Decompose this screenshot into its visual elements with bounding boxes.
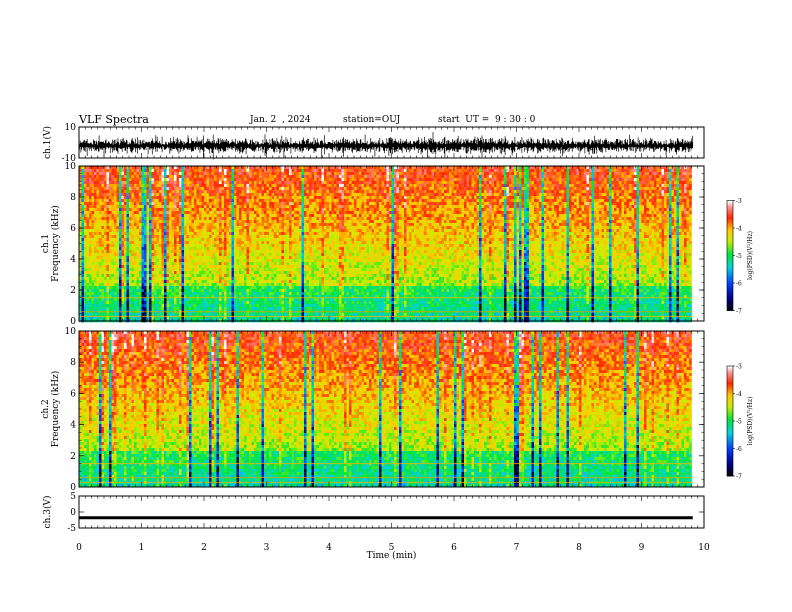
ch1-spectrogram-ylabel: ch.1: [41, 234, 51, 253]
ch2-spectrogram-ytick-label: 4: [70, 421, 76, 431]
time-xlabel: Time (min): [367, 550, 417, 561]
ch1-waveform-ytick-label: -10: [62, 154, 77, 164]
time-xtick-label: 2: [201, 543, 207, 553]
ch1-spectrogram-nodata: [692, 166, 704, 321]
ch1-colorbar: [727, 200, 733, 311]
time-xtick-label: 9: [639, 543, 645, 553]
ch2-spectrogram-ytick-label: 8: [70, 358, 76, 368]
ch3-waveform-ytick-label: -5: [67, 524, 76, 534]
time-xtick-label: 0: [76, 543, 82, 553]
ch1-waveform-ytick-label: 10: [65, 123, 77, 133]
date-label: Jan. 2 , 2024: [250, 115, 311, 125]
station-label: station=OUJ: [343, 115, 400, 125]
ch1-spectrogram-frame-xticks: [78, 166, 705, 321]
ch2-colorbar-label: log(PSD)(V²/Hz): [747, 397, 754, 446]
ch1-waveform-trace: [79, 132, 694, 160]
spectrogram-minor-yticks: [79, 165, 704, 322]
ch1-spectrogram-ytick-label: 6: [70, 224, 76, 234]
ch1-colorbar-tick-label: -5: [736, 253, 742, 260]
ch2-spectrogram-frame-xticks: [78, 331, 705, 487]
ch3-waveform-ylabel: ch.3(V): [42, 496, 53, 529]
ch1-spectrogram-ylabel: Frequency (kHz): [50, 205, 61, 282]
ch2-colorbar-tick-label: -3: [736, 364, 742, 371]
ch3-waveform-frame-xticks: [78, 496, 705, 528]
ch2-spectrogram-ylabel: Frequency (kHz): [50, 371, 61, 448]
ch1-spectrogram-heatmap: [79, 166, 692, 323]
ch1-colorbar-tick-label: -7: [736, 308, 742, 315]
time-xtick-label: 5: [389, 543, 395, 553]
ch1-spectrogram-ytick-label: 4: [70, 255, 76, 265]
ch1-colorbar-tick-label: -4: [736, 226, 742, 233]
ch1-spectrogram-ytick-label: 0: [70, 317, 76, 327]
ch2-spectrogram-nodata: [692, 331, 704, 487]
ch2-spectrogram-ylabel: ch.2: [41, 399, 51, 418]
plot-title: VLF Spectra: [79, 113, 149, 126]
ch2-colorbar: [727, 366, 733, 477]
ch1-colorbar-label: log(PSD)(V²/Hz): [747, 231, 754, 280]
time-xtick-label: 6: [451, 543, 457, 553]
ch2-colorbar-tick-label: -7: [736, 474, 742, 481]
ch3-waveform-ytick-label: 5: [70, 492, 76, 502]
time-xtick-label: 4: [326, 543, 332, 553]
start-time-label: start UT = 9 : 30 : 0: [438, 115, 535, 125]
ch1-waveform-ylabel: ch.1(V): [42, 126, 53, 159]
ch1-spectrogram-ytick-label: 2: [70, 286, 76, 296]
ch3-waveform-ytick-label: 0: [70, 508, 76, 518]
time-xtick-label: 3: [264, 543, 270, 553]
spectrogram-minor-yticks: [79, 330, 704, 488]
ch1-waveform-frame-xticks: [78, 127, 705, 158]
ch1-colorbar-tick-label: -6: [736, 281, 742, 288]
ch2-colorbar-tick-label: -6: [736, 446, 742, 453]
time-xtick-label: 1: [139, 543, 145, 553]
ch1-spectrogram-ytick-label: 10: [65, 162, 77, 172]
time-xtick-label: 10: [698, 543, 710, 553]
ch1-colorbar-tick-label: -3: [736, 198, 742, 205]
ch2-colorbar-tick-label: -4: [736, 391, 742, 398]
time-xtick-label: 8: [576, 543, 582, 553]
ch1-spectrogram-ytick-label: 8: [70, 193, 76, 203]
ch2-spectrogram-ytick-label: 10: [65, 327, 77, 337]
ch2-colorbar-tick-label: -5: [736, 419, 742, 426]
ch2-spectrogram-ytick-label: 6: [70, 389, 76, 399]
time-xtick-label: 7: [514, 543, 520, 553]
ch2-spectrogram-ytick-label: 2: [70, 452, 76, 462]
ch2-spectrogram-ytick-label: 0: [70, 483, 76, 493]
